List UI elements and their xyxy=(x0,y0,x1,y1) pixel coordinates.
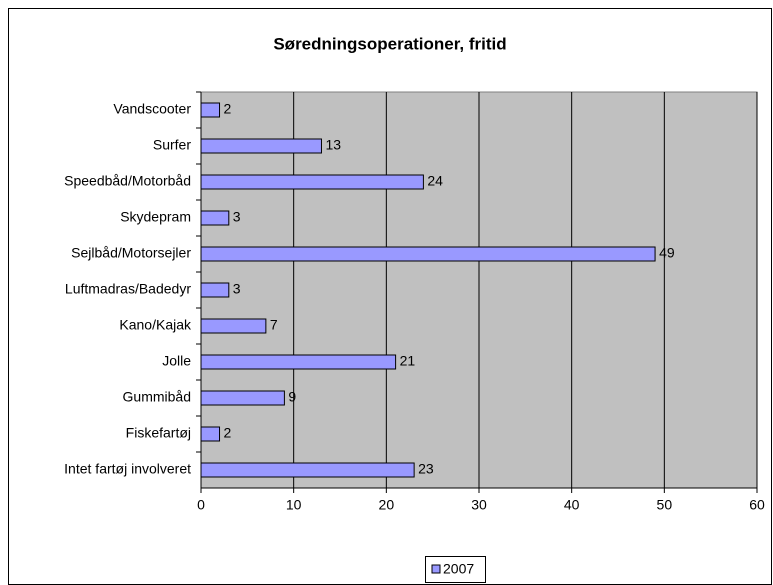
bar xyxy=(200,318,267,334)
bar xyxy=(200,102,221,118)
bar xyxy=(200,354,397,370)
y-tick-label: Sejlbåd/Motorsejler xyxy=(71,245,191,261)
data-label: 9 xyxy=(288,389,296,405)
data-label: 7 xyxy=(270,317,278,333)
bar xyxy=(200,462,415,478)
x-tick-label: 30 xyxy=(471,497,487,513)
y-tick-label: Fiskefartøj xyxy=(126,425,191,441)
y-tick-label: Surfer xyxy=(153,137,191,153)
y-tick-label: Vandscooter xyxy=(113,101,191,117)
chart-title: Søredningsoperationer, fritid xyxy=(273,34,506,53)
data-label: 3 xyxy=(233,209,241,225)
bar xyxy=(200,174,424,190)
data-label: 49 xyxy=(659,245,675,261)
bar xyxy=(200,282,230,298)
x-tick-label: 60 xyxy=(749,497,765,513)
data-label: 13 xyxy=(325,137,341,153)
x-tick-label: 20 xyxy=(379,497,395,513)
y-tick-label: Luftmadras/Badedyr xyxy=(65,281,191,297)
bar xyxy=(200,390,285,406)
x-tick-label: 40 xyxy=(564,497,580,513)
bar xyxy=(200,426,221,442)
x-tick-label: 10 xyxy=(286,497,302,513)
data-label: 2 xyxy=(224,425,232,441)
data-label: 21 xyxy=(400,353,416,369)
y-tick-label: Gummibåd xyxy=(123,389,191,405)
x-tick-label: 50 xyxy=(657,497,673,513)
bar xyxy=(200,246,656,262)
y-tick-label: Speedbåd/Motorbåd xyxy=(64,173,191,189)
x-tick-label: 0 xyxy=(197,497,205,513)
data-label: 23 xyxy=(418,461,434,477)
bar xyxy=(200,210,230,226)
legend-swatch xyxy=(431,564,441,574)
y-tick-label: Jolle xyxy=(162,353,191,369)
y-tick-label: Intet fartøj involveret xyxy=(64,461,191,477)
y-tick-label: Skydepram xyxy=(120,209,191,225)
legend-label: 2007 xyxy=(443,561,474,577)
bar xyxy=(200,138,322,154)
data-label: 24 xyxy=(427,173,443,189)
data-label: 2 xyxy=(224,101,232,117)
y-tick-label: Kano/Kajak xyxy=(119,317,192,333)
data-label: 3 xyxy=(233,281,241,297)
